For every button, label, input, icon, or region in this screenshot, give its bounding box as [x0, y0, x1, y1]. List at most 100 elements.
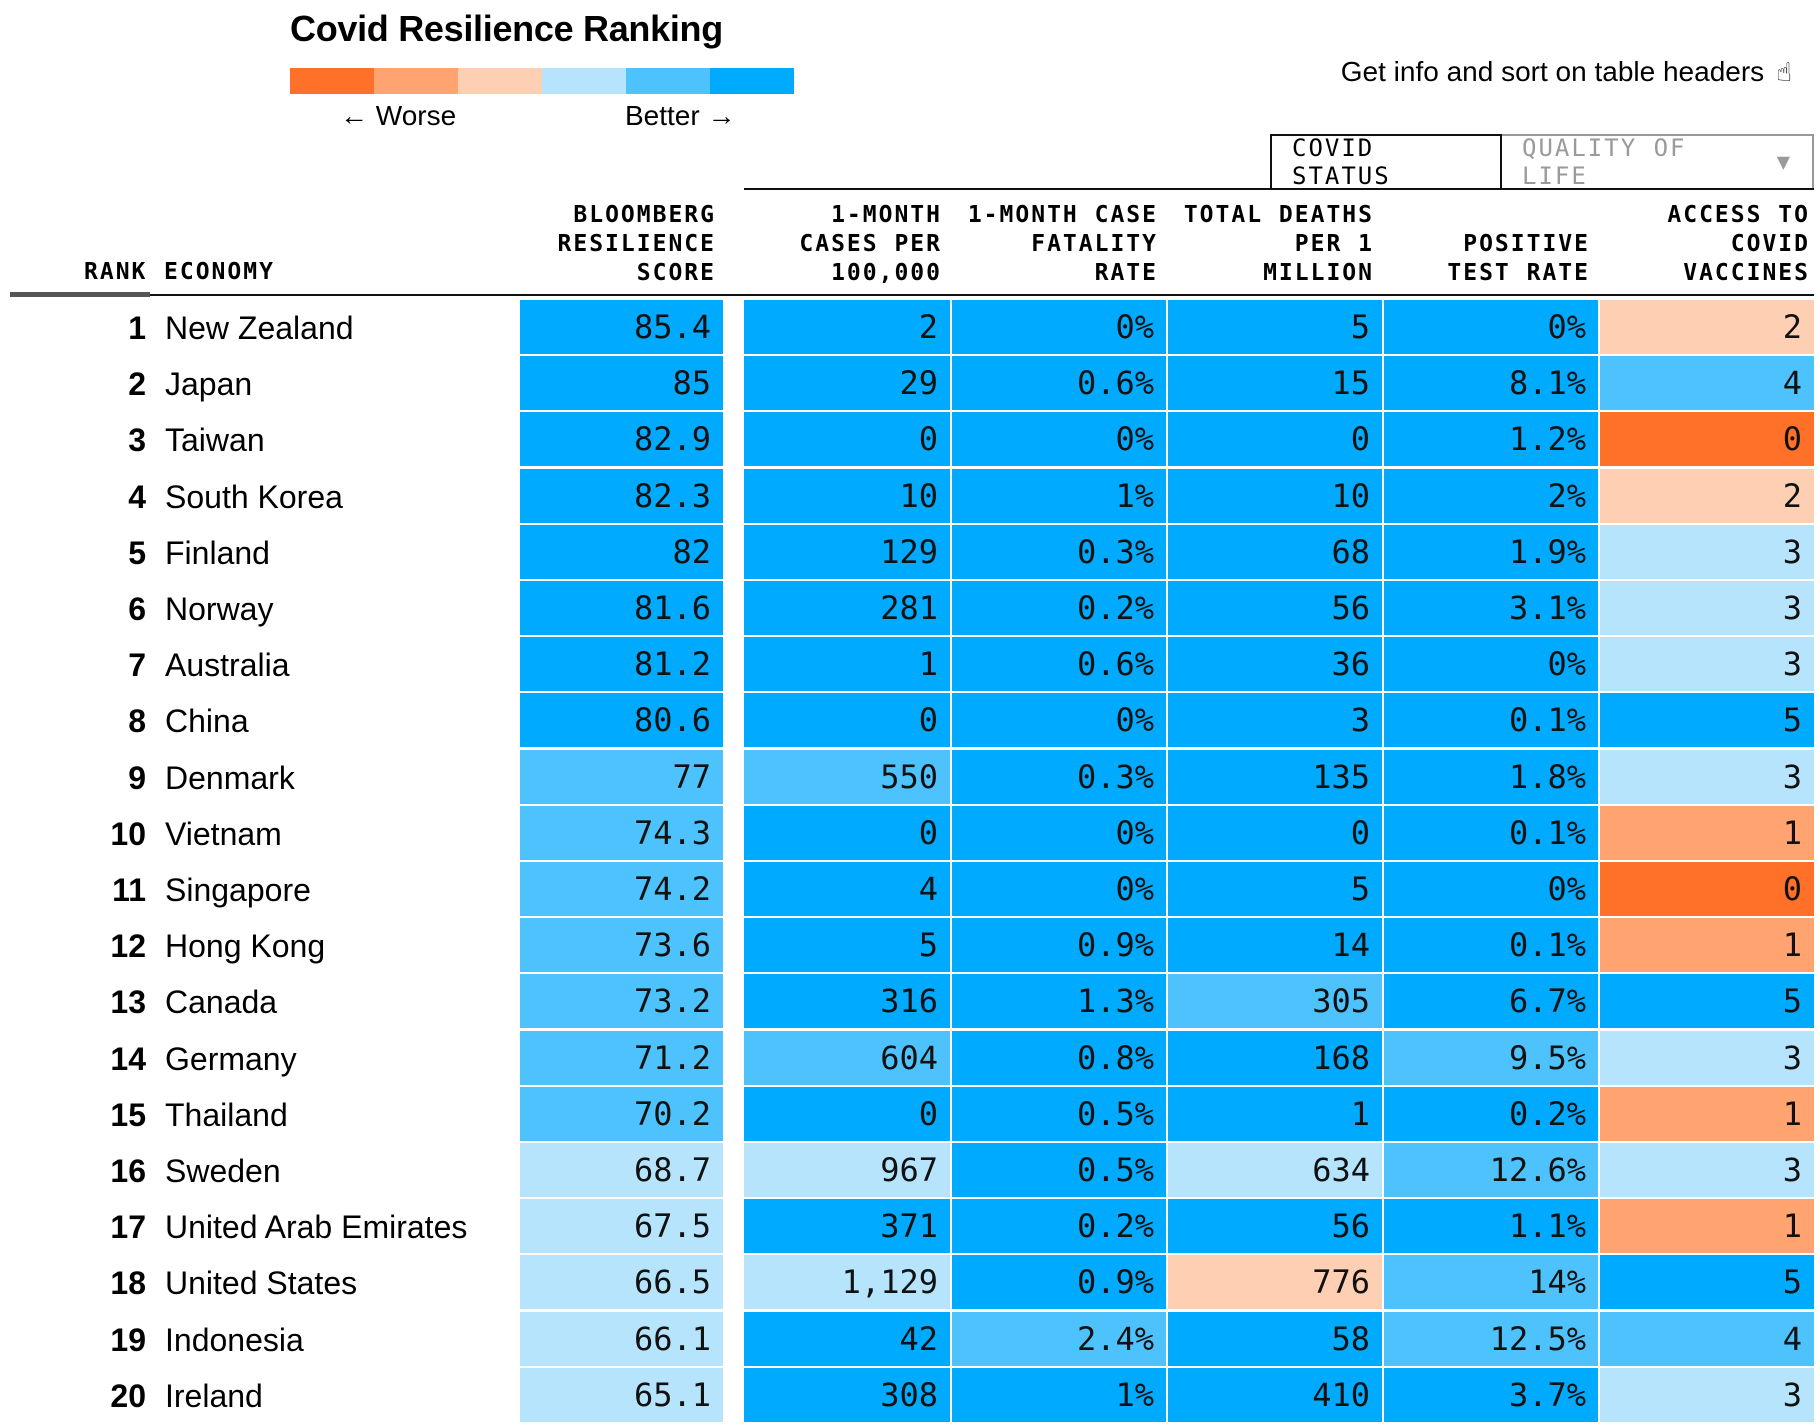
- filter-icon: ▼: [1776, 149, 1792, 175]
- cases-cell: 1,129: [744, 1255, 950, 1310]
- vaccines-cell: 5: [1600, 693, 1814, 748]
- header-line: VACCINES: [1683, 260, 1810, 286]
- rank-cell: 5: [128, 534, 146, 571]
- rank-cell: 11: [112, 872, 146, 908]
- header-line: 1-MONTH: [831, 202, 942, 228]
- header-vaccines[interactable]: ACCESS TO COVID VACCINES: [1600, 201, 1810, 288]
- deaths-cell: 776: [1168, 1255, 1382, 1310]
- score-cell: 82: [520, 524, 723, 579]
- cases-cell: 371: [744, 1199, 950, 1254]
- deaths-cell: 0: [1168, 412, 1382, 467]
- rank-cell: 8: [128, 703, 146, 740]
- cases-cell: 10: [744, 468, 950, 523]
- header-line: ACCESS TO: [1667, 202, 1810, 228]
- deaths-cell: 10: [1168, 468, 1382, 523]
- deaths-cell: 58: [1168, 1311, 1382, 1366]
- rank-cell: 9: [128, 759, 146, 796]
- table-row: 16 Sweden 68.7 967 0.5% 634 12.6% 3: [0, 1143, 1820, 1199]
- legend-swatch: [458, 68, 542, 94]
- deaths-cell: 0: [1168, 805, 1382, 860]
- header-line: 100,000: [831, 260, 942, 286]
- economy-cell: Sweden: [165, 1153, 281, 1189]
- color-legend: [290, 68, 794, 94]
- vaccines-cell: 4: [1600, 1311, 1814, 1366]
- rank-cell: 7: [128, 647, 146, 684]
- economy-cell: South Korea: [165, 478, 343, 515]
- header-fatality[interactable]: 1-MONTH CASE FATALITY RATE: [952, 201, 1158, 288]
- header-positive[interactable]: POSITIVE TEST RATE: [1384, 230, 1590, 288]
- deaths-cell: 5: [1168, 862, 1382, 916]
- rank-cell: 2: [128, 366, 146, 403]
- table-row: 11 Singapore 74.2 4 0% 5 0% 0: [0, 862, 1820, 918]
- positive-cell: 9.5%: [1384, 1030, 1598, 1085]
- rank-cell: 15: [110, 1096, 146, 1133]
- table-row: 6 Norway 81.6 281 0.2% 56 3.1% 3: [0, 581, 1820, 637]
- score-cell: 67.5: [520, 1199, 723, 1254]
- header-rank[interactable]: RANK: [84, 259, 148, 285]
- economy-cell: Thailand: [165, 1096, 288, 1133]
- deaths-cell: 5: [1168, 300, 1382, 354]
- header-line: SCORE: [636, 260, 716, 286]
- covid-status-group-rule: [744, 188, 1814, 190]
- cases-cell: 42: [744, 1311, 950, 1366]
- score-cell: 71.2: [520, 1030, 723, 1085]
- header-economy[interactable]: ECONOMY: [164, 259, 275, 285]
- positive-cell: 0%: [1384, 862, 1598, 916]
- vaccines-cell: 2: [1600, 468, 1814, 523]
- cases-cell: 0: [744, 412, 950, 467]
- positive-cell: 1.2%: [1384, 412, 1598, 467]
- tab-covid-status[interactable]: COVID STATUS: [1270, 134, 1502, 190]
- fatality-cell: 0.6%: [952, 356, 1166, 411]
- table-row: 3 Taiwan 82.9 0 0% 0 1.2% 0: [0, 412, 1820, 468]
- table-row: 14 Germany 71.2 604 0.8% 168 9.5% 3: [0, 1030, 1820, 1087]
- fatality-cell: 1%: [952, 1367, 1166, 1422]
- rank-cell: 3: [128, 422, 146, 459]
- header-score[interactable]: BLOOMBERG RESILIENCE SCORE: [520, 201, 716, 288]
- fatality-cell: 0.3%: [952, 524, 1166, 579]
- table-row: 17 United Arab Emirates 67.5 371 0.2% 56 1.1% 1: [0, 1199, 1820, 1255]
- fatality-cell: 0.9%: [952, 918, 1166, 973]
- cases-cell: 604: [744, 1030, 950, 1085]
- economy-cell: Vietnam: [165, 815, 282, 852]
- score-cell: 74.2: [520, 862, 723, 916]
- tab-quality-of-life[interactable]: QUALITY OF LIFE ▼: [1502, 134, 1814, 190]
- legend-swatch: [290, 68, 374, 94]
- score-cell: 74.3: [520, 805, 723, 860]
- legend-swatch: [374, 68, 458, 94]
- positive-cell: 12.5%: [1384, 1311, 1598, 1366]
- economy-cell: Japan: [165, 366, 253, 403]
- fatality-cell: 1.3%: [952, 974, 1166, 1029]
- cases-cell: 967: [744, 1143, 950, 1197]
- deaths-cell: 15: [1168, 356, 1382, 411]
- fatality-cell: 0.8%: [952, 1030, 1166, 1085]
- table-row: 19 Indonesia 66.1 42 2.4% 58 12.5% 4: [0, 1311, 1820, 1368]
- fatality-cell: 0.5%: [952, 1086, 1166, 1141]
- table-row: 15 Thailand 70.2 0 0.5% 1 0.2% 1: [0, 1086, 1820, 1143]
- header-line: FATALITY: [1031, 231, 1158, 257]
- economy-cell: China: [165, 703, 249, 740]
- score-cell: 77: [520, 749, 723, 804]
- fatality-cell: 0.2%: [952, 1199, 1166, 1254]
- rank-cell: 18: [110, 1265, 146, 1302]
- fatality-cell: 0.3%: [952, 749, 1166, 804]
- positive-cell: 14%: [1384, 1255, 1598, 1310]
- score-cell: 82.9: [520, 412, 723, 467]
- deaths-cell: 14: [1168, 918, 1382, 973]
- rank-cell: 12: [110, 928, 146, 965]
- header-cases[interactable]: 1-MONTH CASES PER 100,000: [744, 201, 942, 288]
- rank-cell: 19: [110, 1321, 146, 1358]
- economy-cell: Taiwan: [165, 422, 265, 459]
- deaths-cell: 56: [1168, 581, 1382, 635]
- table-row: 2 Japan 85 29 0.6% 15 8.1% 4: [0, 356, 1820, 412]
- positive-cell: 3.7%: [1384, 1367, 1598, 1422]
- vaccines-cell: 1: [1600, 1086, 1814, 1141]
- vaccines-cell: 3: [1600, 749, 1814, 804]
- header-deaths[interactable]: TOTAL DEATHS PER 1 MILLION: [1168, 201, 1374, 288]
- positive-cell: 0.1%: [1384, 918, 1598, 973]
- economy-cell: Canada: [165, 984, 278, 1021]
- table-row: 12 Hong Kong 73.6 5 0.9% 14 0.1% 1: [0, 918, 1820, 974]
- header-line: CASES PER: [799, 231, 942, 257]
- table-row: 5 Finland 82 129 0.3% 68 1.9% 3: [0, 524, 1820, 581]
- fatality-cell: 0.5%: [952, 1143, 1166, 1197]
- sort-hint: Get info and sort on table headers ☝: [1341, 56, 1792, 88]
